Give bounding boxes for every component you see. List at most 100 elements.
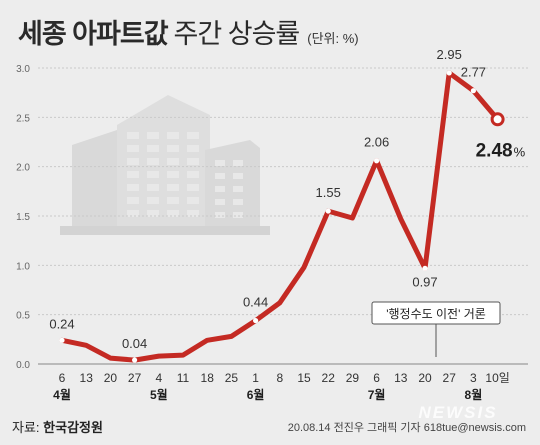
window (147, 145, 159, 152)
window (147, 197, 159, 204)
x-tick-label: 29 (346, 371, 360, 385)
window (127, 132, 139, 139)
value-label: 2.77 (461, 65, 486, 80)
source: 자료: 한국감정원 (12, 417, 103, 436)
window (167, 132, 179, 139)
window (147, 171, 159, 178)
value-label: 0.97 (412, 274, 437, 289)
value-label: 0.24 (49, 316, 74, 331)
newsis-watermark: NEWSIS (418, 403, 495, 422)
x-tick-label: 11 (177, 371, 190, 385)
window (215, 186, 225, 192)
month-label: 5월 (150, 387, 168, 402)
x-tick-label: 22 (322, 371, 336, 385)
window (147, 132, 159, 139)
source-name: 한국감정원 (43, 420, 103, 435)
value-label: 0.44 (243, 295, 268, 310)
window (233, 199, 243, 205)
x-tick-label: 20 (418, 371, 432, 385)
y-tick-label: 0.0 (16, 360, 30, 371)
window (187, 145, 199, 152)
chart-title: 세종 아파트값 주간 상승률 (단위: %) (18, 12, 359, 51)
y-tick-label: 1.0 (16, 261, 30, 272)
window (233, 160, 243, 166)
y-tick-label: 3.0 (16, 64, 30, 75)
building-illustration (60, 95, 270, 235)
window (147, 158, 159, 165)
window (167, 171, 179, 178)
x-tick-label: 8 (276, 371, 283, 385)
building-middle (117, 95, 210, 235)
window (187, 158, 199, 165)
building-base (60, 226, 270, 235)
y-tick-label: 0.5 (16, 311, 30, 322)
y-tick-label: 2.5 (16, 113, 30, 124)
value-label: 2.95 (437, 47, 462, 62)
credit: 20.08.14 전진우 그래픽 기자 618tue@newsis.com (287, 422, 526, 434)
window (167, 184, 179, 191)
x-tick-label: 20 (104, 371, 118, 385)
month-label: 8월 (465, 387, 483, 402)
x-tick-label: 6 (373, 371, 380, 385)
window (167, 158, 179, 165)
window (127, 145, 139, 152)
value-label-highlight: 2.48 (476, 140, 513, 161)
unit-label: (단위: %) (307, 31, 359, 46)
x-tick-label: 13 (80, 371, 94, 385)
data-point (253, 317, 259, 324)
value-labels: 0.24 0.04 0.44 1.55 2.06 0.97 2.95 2.77 2.48% (49, 47, 525, 351)
window (127, 158, 139, 165)
annotation-text: '행정수도 이전' 거론 (386, 306, 486, 321)
value-label: 0.04 (122, 336, 147, 351)
y-tick-label: 1.5 (16, 212, 30, 223)
window (127, 171, 139, 178)
window (187, 171, 199, 178)
x-tick-label: 6 (59, 371, 66, 385)
window (147, 210, 159, 217)
data-point (470, 88, 476, 94)
title-bold: 세종 아파트값 (18, 19, 169, 49)
data-point-highlight (490, 112, 505, 127)
month-label: 4월 (53, 387, 71, 402)
window (147, 184, 159, 191)
data-point (446, 70, 452, 76)
window (127, 197, 139, 204)
title-light: 주간 상승률 (173, 19, 301, 49)
month-label: 6월 (247, 387, 265, 402)
x-tick-label: 13 (394, 371, 408, 385)
annotation: '행정수도 이전' 거론 (371, 301, 501, 357)
window (233, 212, 243, 218)
window (215, 160, 225, 166)
data-points (59, 70, 505, 363)
x-tick-label: 15 (297, 371, 311, 385)
x-tick-label: 4 (155, 371, 162, 385)
data-point (422, 265, 428, 271)
window (127, 184, 139, 191)
window (233, 186, 243, 192)
window (215, 199, 225, 205)
data-point (374, 158, 380, 164)
window (233, 173, 243, 179)
window (215, 212, 225, 218)
x-tick-label: 25 (225, 371, 239, 385)
y-axis-ticks: 0.0 0.5 1.0 1.5 2.0 2.5 3.0 (16, 64, 30, 371)
data-point (59, 337, 65, 343)
window (187, 132, 199, 139)
data-point (132, 357, 138, 363)
x-tick-label: 18 (201, 371, 215, 385)
window (215, 173, 225, 179)
x-tick-label: 10일 (485, 371, 509, 385)
x-tick-label: 27 (443, 371, 457, 385)
value-label: 1.55 (316, 185, 341, 200)
x-tick-label: 27 (128, 371, 142, 385)
y-tick-label: 2.0 (16, 163, 30, 174)
window (167, 145, 179, 152)
x-tick-label: 3 (470, 371, 477, 385)
building-right (205, 140, 260, 235)
window (187, 210, 199, 217)
value-label: 2.06 (364, 135, 389, 150)
window (167, 197, 179, 204)
